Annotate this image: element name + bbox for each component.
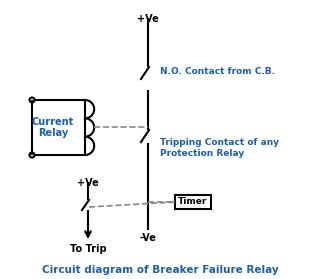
Text: Current
Relay: Current Relay <box>32 117 74 138</box>
Bar <box>175 195 211 209</box>
Text: Timer: Timer <box>178 198 208 206</box>
Text: -Ve: -Ve <box>140 233 156 243</box>
Text: To Trip: To Trip <box>70 244 106 254</box>
Text: Circuit diagram of Breaker Failure Relay: Circuit diagram of Breaker Failure Relay <box>42 265 278 275</box>
Text: +Ve: +Ve <box>77 178 99 188</box>
Text: Tripping Contact of any
Protection Relay: Tripping Contact of any Protection Relay <box>160 138 279 158</box>
Text: +Ve: +Ve <box>137 14 159 24</box>
Text: N.O. Contact from C.B.: N.O. Contact from C.B. <box>160 68 275 76</box>
